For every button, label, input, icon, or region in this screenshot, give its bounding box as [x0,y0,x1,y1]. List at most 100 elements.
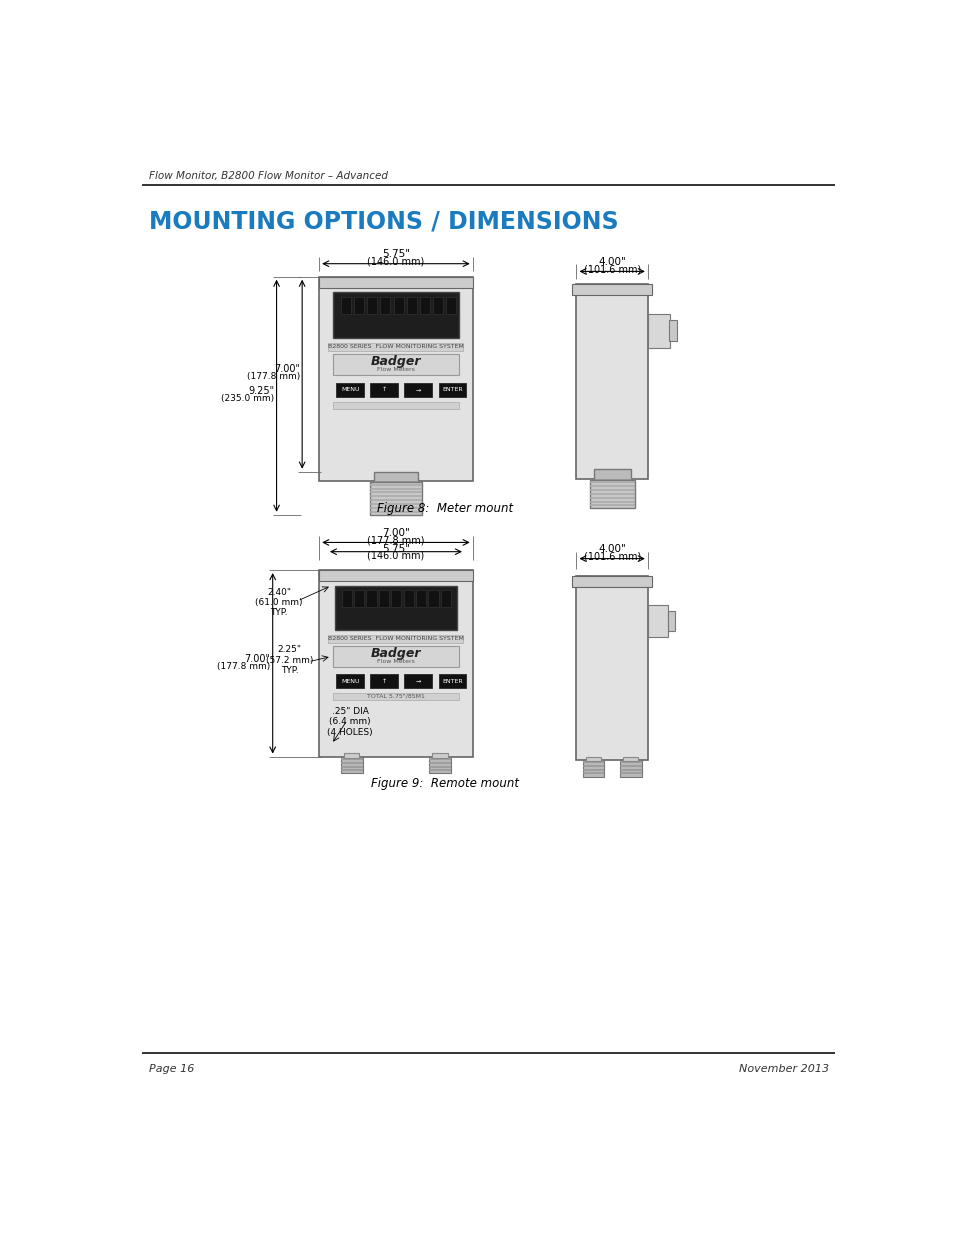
Circle shape [409,615,412,619]
Circle shape [401,621,404,624]
Circle shape [392,317,395,320]
Circle shape [438,317,441,320]
Circle shape [355,615,357,619]
Circle shape [424,621,427,624]
Circle shape [415,327,418,331]
Circle shape [369,322,372,325]
Circle shape [431,317,434,320]
Text: (101.6 mm): (101.6 mm) [583,264,640,274]
Text: Flow Meters: Flow Meters [376,368,415,373]
Circle shape [407,322,410,325]
Bar [370,383,397,396]
Circle shape [339,621,342,624]
Text: MOUNTING OPTIONS / DIMENSIONS: MOUNTING OPTIONS / DIMENSIONS [149,210,618,233]
Bar [433,296,443,314]
Bar [428,590,438,608]
Bar [333,693,458,700]
Text: Figure 8:  Meter mount: Figure 8: Meter mount [376,503,513,515]
Circle shape [409,610,412,614]
Text: 9.25": 9.25" [248,385,274,395]
Bar [576,577,647,760]
Bar [403,590,414,608]
Bar [667,611,674,631]
Circle shape [447,615,451,619]
Circle shape [407,327,410,331]
Circle shape [392,327,395,331]
Bar [319,277,472,480]
Text: ENTER: ENTER [442,678,462,683]
Circle shape [394,610,396,614]
Circle shape [360,322,364,325]
Text: Figure 9:  Remote mount: Figure 9: Remote mount [371,777,518,790]
Text: 7.00": 7.00" [274,364,299,374]
Text: ↑: ↑ [381,678,387,683]
Bar [333,293,458,338]
Circle shape [392,322,395,325]
Circle shape [327,580,335,590]
Circle shape [439,615,443,619]
Circle shape [424,615,427,619]
Bar [354,296,364,314]
Text: Badger: Badger [371,354,420,368]
Circle shape [399,317,402,320]
Circle shape [439,621,443,624]
Circle shape [370,621,373,624]
Bar [647,314,669,348]
Circle shape [446,322,449,325]
Text: TOTAL 5.75"/85M1: TOTAL 5.75"/85M1 [367,693,424,698]
Bar [335,674,364,688]
Bar [647,605,667,637]
Text: (146.0 mm): (146.0 mm) [367,257,424,267]
Bar [416,590,426,608]
Circle shape [327,740,335,748]
Text: →: → [416,678,420,683]
Circle shape [370,615,373,619]
Bar [319,571,472,580]
Text: Page 16: Page 16 [149,1065,193,1074]
Text: 5.75": 5.75" [381,249,410,259]
Circle shape [447,610,451,614]
Circle shape [385,615,389,619]
Circle shape [431,322,434,325]
Circle shape [385,610,389,614]
Circle shape [377,610,381,614]
Text: (177.8 mm): (177.8 mm) [367,535,424,545]
Bar [622,757,638,761]
Bar [432,753,447,758]
Circle shape [345,322,348,325]
Circle shape [415,317,418,320]
Circle shape [347,621,350,624]
Circle shape [369,317,372,320]
Text: MENU: MENU [340,388,359,393]
Circle shape [353,327,356,331]
Circle shape [384,327,387,331]
Bar [593,469,630,480]
Bar [366,590,376,608]
Circle shape [424,610,427,614]
Bar [619,760,641,777]
Bar [333,401,458,409]
Circle shape [401,610,404,614]
Circle shape [454,322,456,325]
Circle shape [407,317,410,320]
Circle shape [339,610,342,614]
Circle shape [439,610,443,614]
Circle shape [454,317,456,320]
Bar [438,674,466,688]
Circle shape [394,621,396,624]
Bar [419,296,430,314]
Text: →: → [416,388,420,393]
Circle shape [362,621,365,624]
Bar [576,284,647,478]
Bar [374,472,417,483]
Circle shape [456,740,464,748]
Circle shape [422,317,426,320]
Circle shape [432,615,435,619]
Bar [367,296,377,314]
Circle shape [377,615,381,619]
Bar [340,296,351,314]
Circle shape [337,317,340,320]
Bar [335,585,456,630]
Bar [571,577,652,587]
Circle shape [399,327,402,331]
